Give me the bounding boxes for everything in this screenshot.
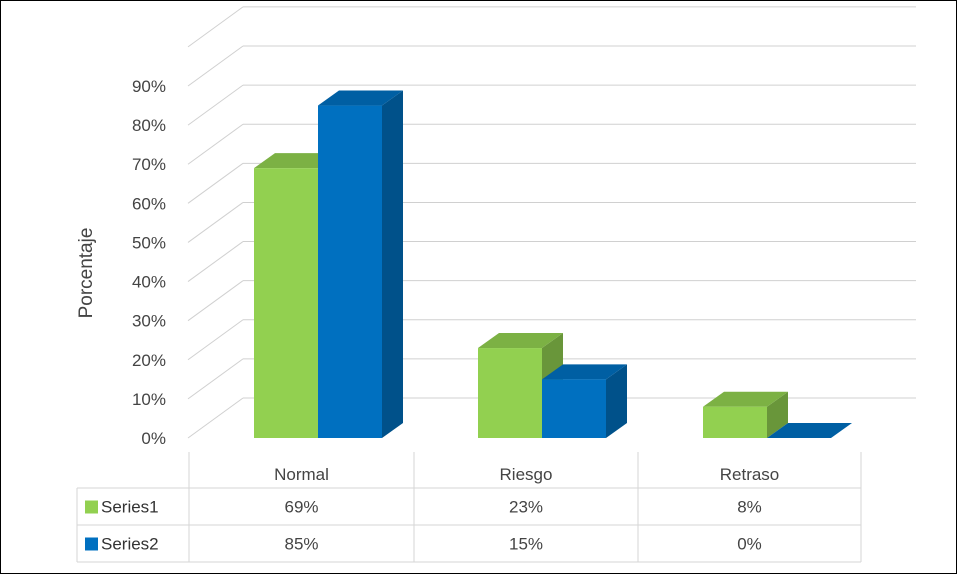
- y-tick-label: 40%: [132, 273, 166, 292]
- bar-top: [703, 391, 788, 407]
- y-tick-label: 60%: [132, 194, 166, 213]
- data-label: 8%: [737, 498, 762, 517]
- bars: [254, 90, 852, 439]
- bar-side: [767, 391, 788, 438]
- bar-front: [318, 105, 382, 439]
- bar-series1-retraso: [703, 391, 788, 438]
- bar-side: [606, 364, 627, 438]
- legend-key-series1: [85, 500, 98, 514]
- bar-side: [382, 90, 403, 439]
- bar-front: [478, 348, 542, 438]
- data-label: 23%: [509, 498, 543, 517]
- x-category-label: Retraso: [720, 465, 780, 484]
- bar-top: [542, 364, 627, 380]
- side-wall-gridline: [187, 241, 244, 282]
- y-tick-label: 30%: [132, 312, 166, 331]
- bar-top: [767, 423, 852, 438]
- side-wall-gridline: [187, 280, 244, 322]
- bar-front: [542, 379, 606, 438]
- data-label: 85%: [284, 535, 318, 554]
- side-wall-gridline: [187, 84, 244, 126]
- bar-series2-normal: [318, 90, 403, 439]
- side-wall-gridline: [187, 162, 244, 204]
- data-table: Normal Riesgo Retraso Series1 69% 23% 8% Series…: [76, 452, 862, 563]
- bar-front: [254, 168, 318, 438]
- side-wall-gridline: [187, 123, 244, 165]
- y-tick-label: 90%: [132, 77, 166, 96]
- y-tick-label: 20%: [132, 351, 166, 370]
- legend-key-series2: [85, 537, 98, 551]
- x-category-label: Riesgo: [500, 465, 553, 484]
- y-tick-label: 0%: [141, 429, 166, 448]
- side-wall-gridline: [187, 6, 244, 48]
- series-name: Series2: [101, 535, 159, 554]
- side-wall-gridline: [187, 358, 244, 400]
- y-tick-label: 70%: [132, 155, 166, 174]
- y-axis-label: Porcentaje: [76, 228, 97, 319]
- data-label: 0%: [737, 535, 762, 554]
- y-tick-label: 10%: [132, 390, 166, 409]
- bar-series2-riesgo: [542, 364, 627, 438]
- bar-series2-retraso: [767, 423, 852, 438]
- side-wall-gridline: [187, 45, 244, 87]
- y-tick-label: 80%: [132, 116, 166, 135]
- bar-top: [478, 333, 563, 349]
- data-label: 15%: [509, 535, 543, 554]
- data-label: 69%: [284, 498, 318, 517]
- side-wall-gridline: [187, 202, 244, 243]
- side-wall-gridline: [187, 319, 244, 361]
- bar-top: [318, 90, 403, 106]
- side-wall-gridline: [187, 397, 244, 439]
- bar-front: [703, 406, 767, 438]
- y-tick-label: 50%: [132, 233, 166, 252]
- y-axis-ticks: 0% 10% 20% 30% 40% 50% 60% 70% 80% 90%: [132, 77, 166, 448]
- x-category-label: Normal: [274, 465, 329, 484]
- bar-top: [254, 153, 339, 169]
- series-name: Series1: [101, 498, 159, 517]
